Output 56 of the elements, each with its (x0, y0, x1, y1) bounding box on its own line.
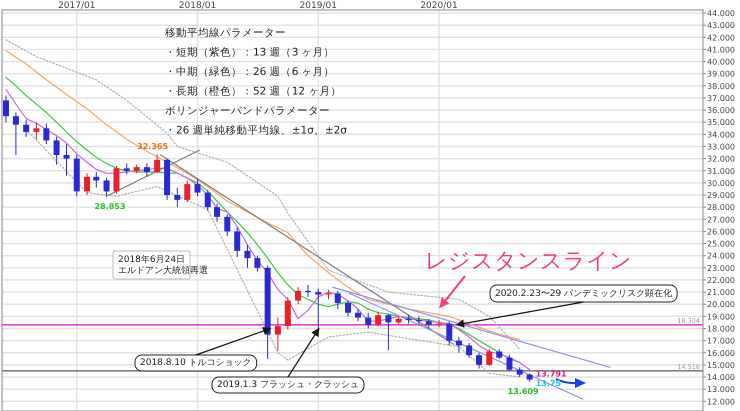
annotation: 32.365 (137, 142, 168, 152)
annotation: 13.75 (536, 379, 561, 388)
annotation: ボリンジャーバンドパラメーター (165, 105, 330, 117)
y-tick-label: 36.000 (707, 106, 735, 116)
y-tick-label: 15.000 (707, 360, 735, 370)
y-tick-label: 35.000 (707, 118, 735, 128)
annotation: 2018年6月24日 (118, 254, 186, 265)
y-tick-label: 19.000 (707, 312, 735, 322)
y-tick-label: 41.000 (707, 45, 735, 54)
y-tick-label: 37.000 (707, 94, 735, 103)
annotation: 2020.2.23〜29 パンデミックリスク顕在化 (495, 288, 672, 299)
y-tick-label: 22.000 (707, 276, 735, 285)
y-tick-label: 44.000 (707, 9, 735, 18)
annotation: 移動平均線パラメーター (165, 27, 286, 39)
annotation: ・長期（橙色）：52 週（12 ヶ月） (165, 86, 342, 98)
annotation: ・短期（紫色）：13 週（3 ヶ月） (165, 46, 335, 58)
annotation: エルドアン大統領再選 (118, 266, 208, 276)
annotation: ・26 週単純移動平均線、±1σ、±2σ (165, 124, 347, 136)
y-tick-label: 20.000 (707, 300, 735, 310)
x-tick-label: 2018/01 (178, 1, 216, 11)
y-tick-label: 39.000 (707, 70, 735, 79)
y-tick-label: 29.000 (707, 191, 735, 200)
annotation: 2018.8.10 トルコショック (134, 327, 272, 372)
annotation: 2020.2.23〜29 パンデミックリスク顕在化 (456, 284, 678, 328)
annotation: 2018.8.10 トルコショック (140, 358, 252, 368)
annotation: 2019.1.3 フラッシュ・クラッシュ (217, 380, 359, 390)
annotation: 13.791 (536, 370, 567, 379)
x-tick-label: 2017/01 (58, 1, 96, 11)
annotation: 28.853 (94, 202, 126, 211)
y-tick-label: 13.000 (707, 385, 735, 394)
y-tick-label: 17.000 (707, 336, 735, 346)
y-tick-label: 38.000 (707, 82, 735, 91)
y-tick-label: 24.000 (707, 252, 735, 261)
y-tick-label: 43.000 (707, 21, 735, 30)
y-tick-label: 23.000 (707, 264, 735, 273)
y-tick-label: 18.000 (707, 324, 735, 334)
y-tick-label: 12.000 (707, 397, 735, 406)
y-tick-label: 14.000 (707, 373, 735, 382)
y-tick-label: 26.000 (707, 227, 735, 236)
y-tick-label: 16.000 (707, 348, 735, 358)
x-tick-label: 2019/01 (300, 1, 337, 11)
y-tick-label: 34.000 (707, 130, 735, 140)
y-tick-label: 28.000 (707, 203, 735, 212)
y-tick-label: 32.000 (707, 154, 735, 164)
x-tick-label: 2020/01 (420, 1, 458, 11)
y-tick-label: 33.000 (707, 142, 735, 152)
y-tick-label: 21.000 (707, 288, 735, 298)
y-tick-label: 31.000 (707, 166, 735, 176)
annotation: 13.609 (508, 386, 539, 396)
y-tick-label: 42.000 (707, 33, 735, 42)
annotation: ・中期（緑色）：26 週（6 ヶ月） (165, 66, 335, 78)
y-tick-label: 40.000 (707, 58, 735, 67)
y-tick-label: 27.000 (707, 215, 735, 224)
y-tick-label: 25.000 (707, 240, 735, 249)
y-tick-label: 30.000 (707, 178, 735, 188)
annotation: レジスタンスライン (425, 249, 632, 274)
